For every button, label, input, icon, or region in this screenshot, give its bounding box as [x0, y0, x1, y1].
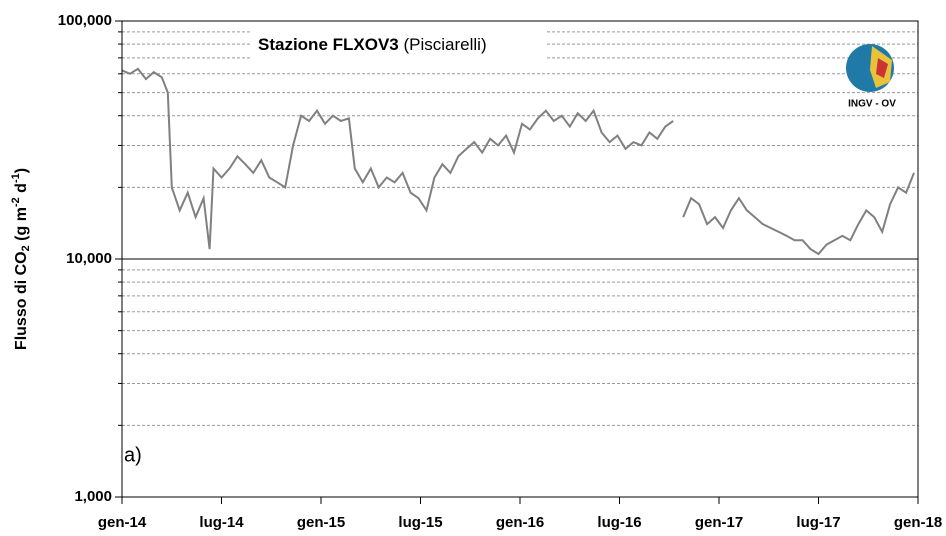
- title-box: [250, 30, 546, 62]
- x-tick-label: gen-14: [98, 514, 147, 531]
- title-sub: (Pisciarelli): [403, 35, 486, 54]
- x-tick-label: gen-18: [894, 514, 942, 531]
- x-tick-label: lug-15: [398, 514, 442, 531]
- x-tick-label: lug-17: [796, 514, 840, 531]
- title-main: Stazione FLXOV3: [258, 35, 399, 54]
- ylabel-sup: -2: [10, 197, 22, 207]
- ylabel-sub: 2: [20, 245, 32, 251]
- x-tick-label: lug-16: [597, 514, 641, 531]
- plot-frame: [121, 20, 919, 498]
- ylabel-part: d: [13, 183, 30, 197]
- data-line: [121, 67, 915, 256]
- y-tick-label: 100,000: [58, 12, 112, 29]
- logo-red: [876, 58, 888, 78]
- ylabel-part: Flusso di CO: [13, 251, 30, 350]
- chart-title: Stazione FLXOV3 (Pisciarelli): [258, 35, 487, 54]
- panel-label: a): [124, 444, 142, 466]
- x-tick-label: gen-17: [695, 514, 743, 531]
- y-tick-label: 1,000: [74, 488, 112, 505]
- logo-text: INGV - OV: [848, 99, 896, 110]
- ylabel-part: (g m: [13, 207, 30, 245]
- y-tick-label: 10,000: [66, 250, 112, 267]
- x-tick-label: gen-15: [297, 514, 345, 531]
- ylabel-sup: -1: [10, 173, 22, 183]
- logo: INGV - OV: [846, 44, 896, 110]
- y-axis-label: Flusso di CO2 (g m-2 d-1): [10, 168, 32, 350]
- ylabel-part: ): [13, 168, 30, 173]
- x-tick-label: lug-14: [199, 514, 244, 531]
- x-tick-label: gen-16: [496, 514, 544, 531]
